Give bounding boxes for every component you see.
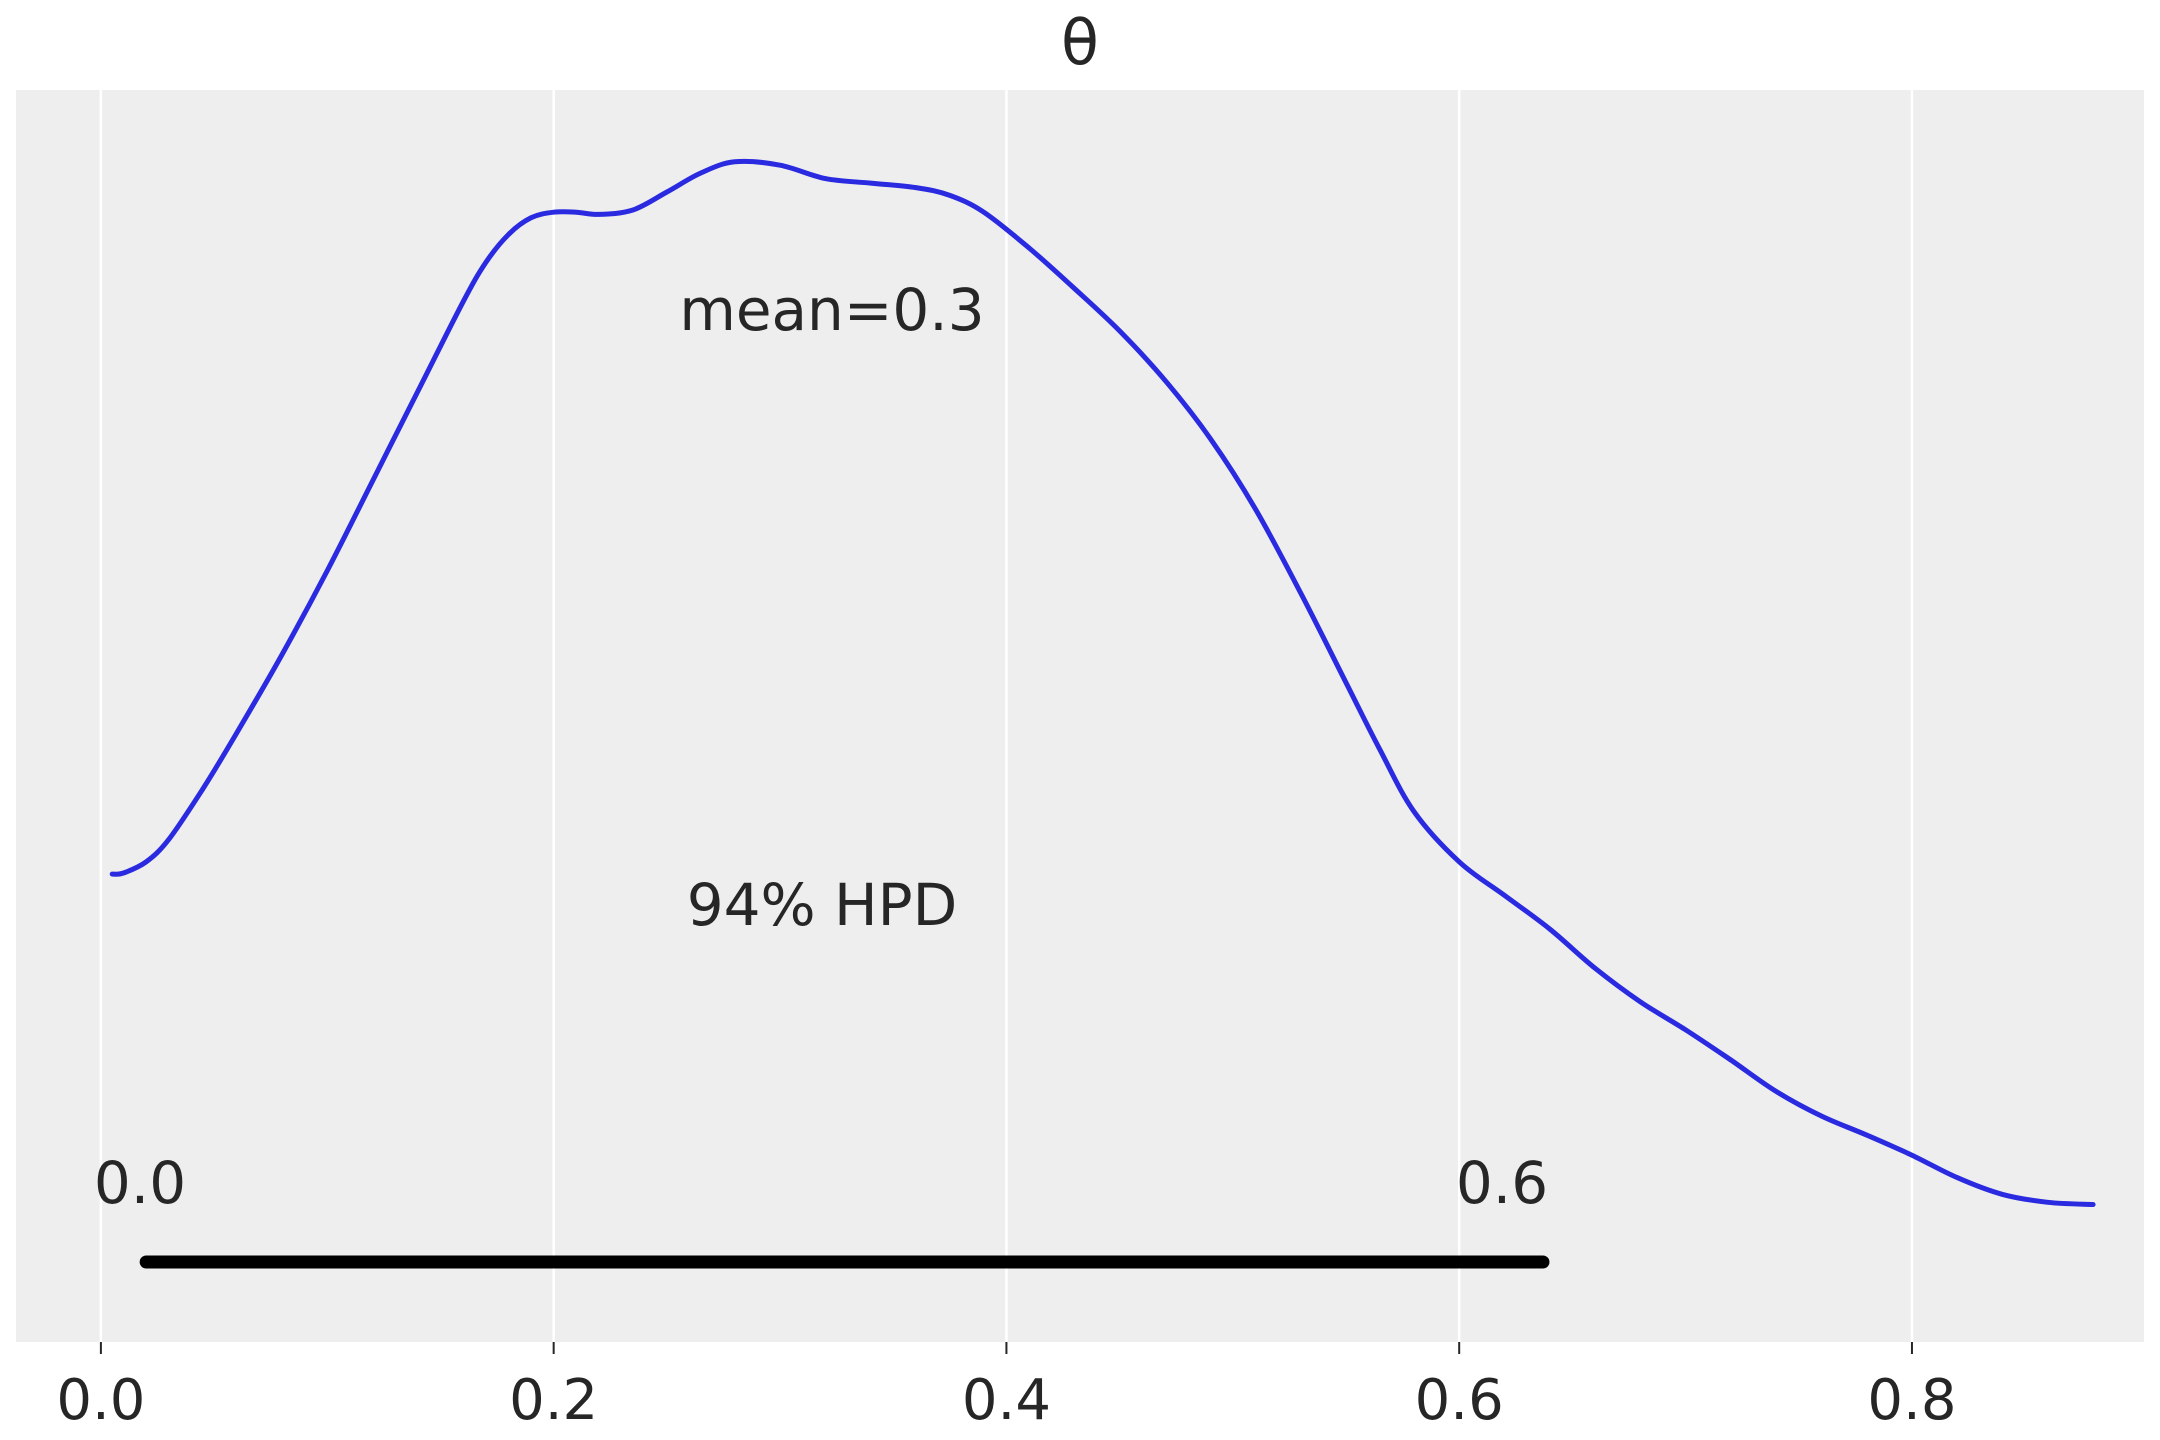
density-curve [109,158,2096,1207]
x-axis: 0.0 0.2 0.4 0.6 0.8 [56,1342,1956,1433]
x-tick-label: 0.6 [1415,1368,1504,1433]
mean-annotation: mean=0.3 [679,276,984,344]
x-tick-label: 0.2 [509,1368,598,1433]
grid-lines [99,90,1914,1342]
chart-title: θ [1061,6,1099,79]
plot-background [16,90,2144,1342]
x-tick-label: 0.0 [56,1368,145,1433]
x-tick-label: 0.4 [962,1368,1051,1433]
x-tick-label: 0.8 [1867,1368,1956,1433]
hpd-low-label: 0.0 [94,1149,186,1217]
hpd-high-label: 0.6 [1456,1149,1548,1217]
hpd-annotation: 94% HPD [687,871,958,939]
